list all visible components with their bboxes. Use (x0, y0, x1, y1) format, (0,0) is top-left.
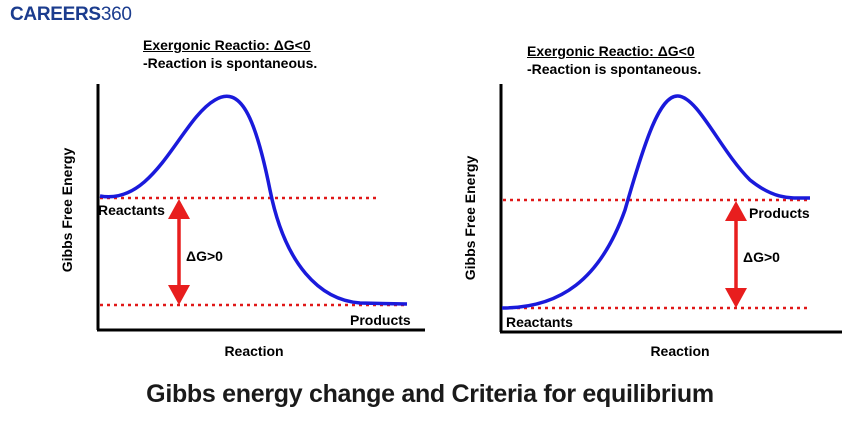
panel-heading-title: Exergonic Reactio: ΔG<0 (143, 37, 311, 53)
reactants-label: Reactants (98, 202, 165, 218)
figure-caption: Gibbs energy change and Criteria for equ… (146, 380, 714, 408)
delta-g-arrow-up-head (725, 201, 747, 221)
x-axis-label: Reaction (650, 343, 709, 359)
logo-number-text: 360 (100, 4, 132, 25)
y-axis-label: Gibbs Free Energy (59, 148, 75, 273)
y-axis-label: Gibbs Free Energy (462, 156, 478, 281)
delta-g-label: ΔG>0 (743, 249, 780, 265)
panel-heading-subtitle: -Reaction is spontaneous. (143, 55, 318, 71)
diagram-panel-left: Exergonic Reactio: ΔG<0 -Reaction is spo… (0, 0, 430, 380)
energy-profile-left: Reactants ΔG>0 Products Reaction Gibbs F… (59, 84, 425, 359)
products-label: Products (749, 205, 810, 221)
products-label: Products (350, 312, 411, 328)
delta-g-arrow-down-head (725, 288, 747, 308)
panel-heading: Exergonic Reactio: ΔG<0 -Reaction is spo… (527, 42, 701, 78)
delta-g-arrow-down-head (168, 285, 190, 305)
careers360-logo: CAREERS360 (10, 5, 132, 25)
energy-profile-right: Products ΔG>0 Reactants Reaction Gibbs F… (462, 84, 842, 359)
delta-g-label: ΔG>0 (186, 248, 223, 264)
diagram-panel-right: Exergonic Reactio: ΔG<0 -Reaction is spo… (430, 0, 860, 380)
panel-heading-title: Exergonic Reactio: ΔG<0 (527, 43, 695, 59)
panel-heading: Exergonic Reactio: ΔG<0 -Reaction is spo… (143, 36, 317, 72)
panel-heading-subtitle: -Reaction is spontaneous. (527, 61, 702, 77)
energy-curve (99, 94, 408, 306)
delta-g-arrow-up-head (168, 199, 190, 219)
reactants-label: Reactants (506, 314, 573, 330)
logo-brand-text: CAREERS (10, 4, 101, 25)
energy-curve (501, 94, 811, 310)
x-axis-label: Reaction (224, 343, 283, 359)
